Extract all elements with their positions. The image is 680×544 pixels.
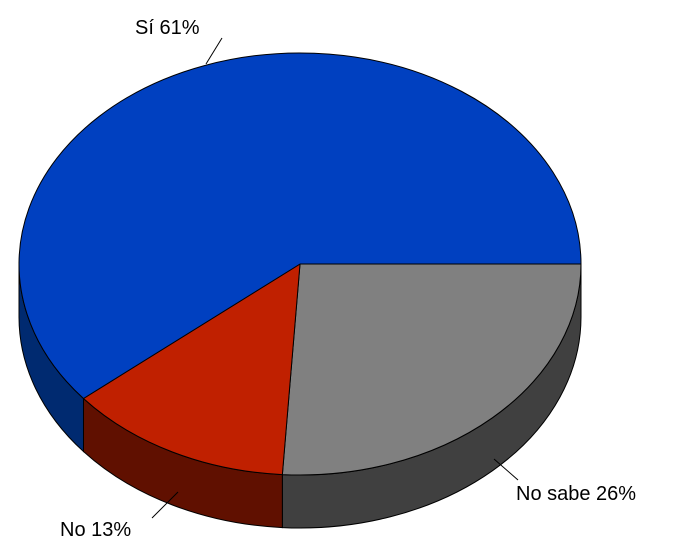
pie-slice-s- — [18, 52, 582, 399]
slice-label-no: No 13% — [60, 519, 131, 541]
pie-labels: Sí 61% No sabe 26% No 13% — [60, 17, 636, 541]
pie-slice-no — [82, 263, 301, 476]
slice-label-no-sabe: No sabe 26% — [516, 483, 636, 505]
pie-tops — [18, 52, 582, 476]
slice-label-s-: Sí 61% — [135, 17, 200, 39]
leader-line-s- — [205, 37, 223, 65]
leader-line-no — [151, 491, 179, 519]
leader-line-no-sabe — [493, 458, 519, 481]
pie-slice-no-sabe — [281, 263, 582, 476]
